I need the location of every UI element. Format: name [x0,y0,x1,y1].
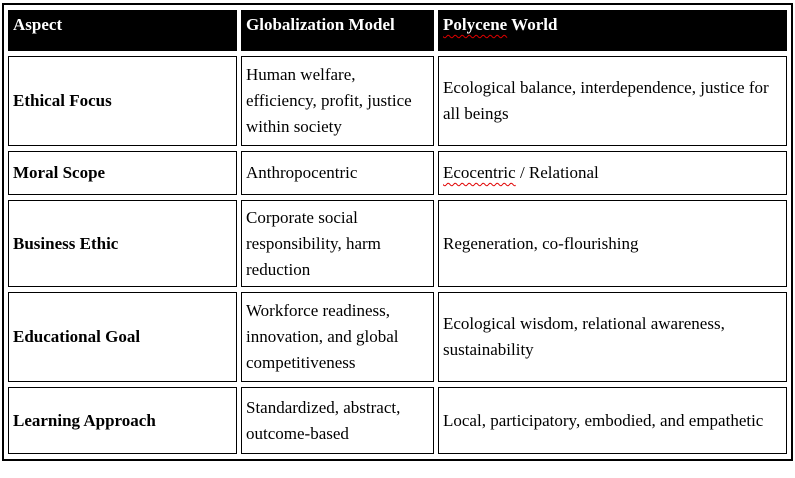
header-row: Aspect Globalization Model Polycene Worl… [8,10,787,51]
cell-aspect: Moral Scope [8,151,237,195]
table-row-learning-approach: Learning Approach Standardized, abstract… [8,387,787,454]
cell-globalization-model: Corporate social responsibility, harm re… [241,200,434,287]
table-row-ethical-focus: Ethical Focus Human welfare, efficiency,… [8,56,787,146]
misspelled-word: Ecocentric [443,163,516,182]
cell-aspect: Learning Approach [8,387,237,454]
table-row-moral-scope: Moral Scope Anthropocentric Ecocentric /… [8,151,787,195]
misspelled-word: Polycene [443,15,508,34]
table-row-educational-goal: Educational Goal Workforce readiness, in… [8,292,787,382]
header-cell-aspect: Aspect [8,10,237,51]
cell-polycene-world: Local, participatory, embodied, and empa… [438,387,787,454]
cell-aspect: Business Ethic [8,200,237,287]
header-cell-globalization-model: Globalization Model [241,10,434,51]
cell-aspect: Educational Goal [8,292,237,382]
cell-polycene-world: Ecological wisdom, relational awareness,… [438,292,787,382]
cell-polycene-world: Regeneration, co-flourishing [438,200,787,287]
cell-globalization-model: Workforce readiness, innovation, and glo… [241,292,434,382]
cell-polycene-world: Ecological balance, interdependence, jus… [438,56,787,146]
cell-globalization-model: Human welfare, efficiency, profit, justi… [241,56,434,146]
header-label-rest: World [507,15,558,34]
cell-aspect: Ethical Focus [8,56,237,146]
cell-globalization-model: Standardized, abstract, outcome-based [241,387,434,454]
table-row-business-ethic: Business Ethic Corporate social responsi… [8,200,787,287]
document-canvas: Aspect Globalization Model Polycene Worl… [2,3,793,461]
cell-text-rest: / Relational [515,163,599,182]
header-cell-polycene-world: Polycene World [438,10,787,51]
comparison-table: Aspect Globalization Model Polycene Worl… [2,3,793,461]
cell-polycene-world: Ecocentric / Relational [438,151,787,195]
cell-globalization-model: Anthropocentric [241,151,434,195]
